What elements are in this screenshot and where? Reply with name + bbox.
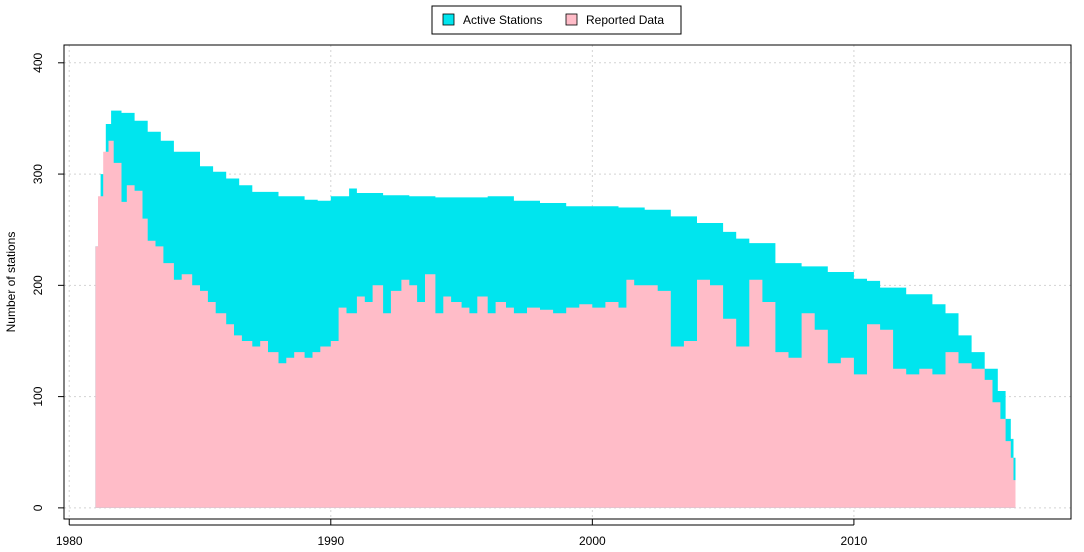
series-area-reported-data bbox=[95, 140, 1016, 508]
y-tick-label: 300 bbox=[31, 164, 45, 184]
axes: 1980 1990 2000 2010 0 100 200 300 400 bbox=[31, 52, 868, 548]
legend-label-active-stations: Active Stations bbox=[463, 13, 542, 27]
y-axis-title: Number of stations bbox=[4, 232, 18, 333]
plot-frame bbox=[63, 44, 1072, 520]
series-layer bbox=[95, 110, 1016, 508]
y-tick-label: 100 bbox=[31, 386, 45, 406]
x-tick-label: 2000 bbox=[579, 534, 606, 548]
legend-label-reported-data: Reported Data bbox=[586, 13, 664, 27]
legend-swatch-active-stations bbox=[442, 13, 455, 26]
y-tick-label: 400 bbox=[31, 52, 45, 72]
legend-box bbox=[431, 5, 682, 35]
legend: Active Stations Reported Data bbox=[431, 5, 682, 35]
x-tick-label: 1980 bbox=[56, 534, 83, 548]
y-tick-label: 0 bbox=[31, 504, 45, 511]
x-tick-label: 1990 bbox=[317, 534, 344, 548]
legend-swatch-reported-data bbox=[565, 13, 578, 26]
y-tick-label: 200 bbox=[31, 275, 45, 295]
x-tick-label: 2010 bbox=[841, 534, 868, 548]
